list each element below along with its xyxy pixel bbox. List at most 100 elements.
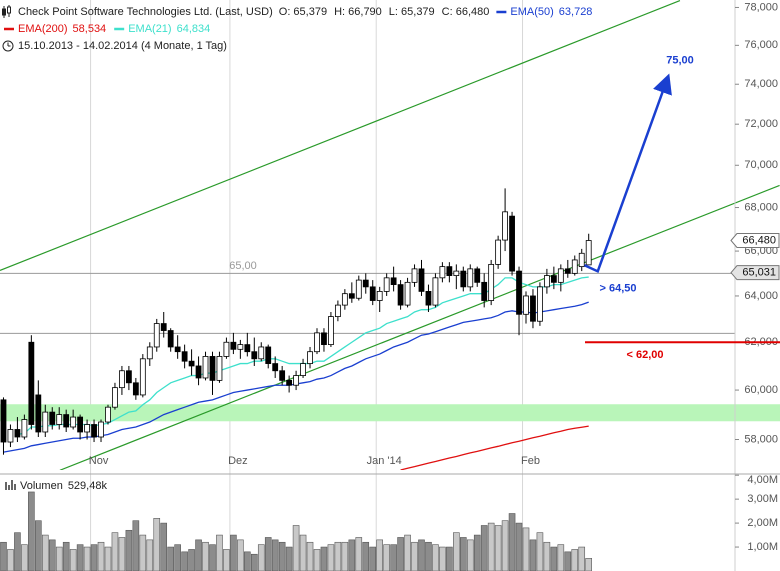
volume-bar [397, 537, 404, 571]
candle-body [460, 270, 467, 288]
volume-bar [327, 544, 335, 571]
volume-bar [564, 551, 572, 571]
projection-arrow [583, 73, 672, 274]
volume-bar [153, 518, 161, 571]
candle-body [160, 323, 167, 331]
candle-body [21, 419, 28, 438]
candle-body [14, 429, 21, 438]
volume-bar [230, 534, 237, 571]
volume-bar [362, 541, 370, 571]
volume-bar [411, 541, 418, 571]
volume-bar [104, 546, 112, 571]
candle-body [334, 304, 341, 318]
candle-body [293, 375, 299, 386]
candle-body [523, 295, 529, 315]
candle-body [328, 316, 334, 346]
volume-bar [97, 541, 105, 571]
legend-value: 63,728 [559, 6, 593, 18]
candle-body [216, 356, 223, 381]
volume-bar [585, 558, 592, 571]
candle-body [467, 268, 474, 288]
legend-value: 58,534 [73, 23, 107, 35]
candle-body [7, 429, 14, 443]
ohlc-label: L: 65,379 [389, 6, 435, 18]
candle-body [139, 358, 146, 396]
volume-bar [257, 544, 265, 571]
volume-bar [299, 534, 307, 571]
y-tick-label: 70,000 [744, 159, 778, 171]
candle-body [49, 411, 56, 425]
candle-body [209, 356, 216, 381]
candle-body [112, 387, 118, 408]
volume-bar [90, 544, 98, 571]
volume-bar [21, 544, 28, 571]
candle-body [418, 268, 425, 292]
candle-body [119, 370, 125, 389]
candle-body [341, 293, 348, 306]
volume-bar [125, 529, 133, 571]
candle-body [453, 270, 460, 276]
candle-body [495, 239, 502, 265]
volume-bar [383, 544, 390, 571]
volume-bar [250, 553, 258, 571]
volume-bar [466, 539, 474, 571]
candle-body [77, 416, 84, 433]
volume-bar [571, 549, 579, 571]
volume-bar [355, 537, 363, 571]
candle-body [272, 363, 279, 372]
volume-bar [390, 544, 397, 571]
volume-bar [334, 541, 342, 571]
candle-body [125, 370, 132, 384]
trendline [0, 0, 681, 271]
annotation: > 64,50 [599, 283, 636, 295]
candle-body [537, 286, 543, 322]
y-tick-label: 74,000 [744, 78, 778, 90]
y-tick-label: 72,000 [744, 118, 778, 130]
candle-body [321, 332, 327, 346]
volume-bar [41, 534, 49, 571]
candle-body [557, 268, 564, 283]
candle-body [181, 351, 188, 362]
candle-body [578, 252, 585, 268]
volume-bar [439, 546, 446, 571]
volume-bar [271, 539, 279, 571]
volume-bar [341, 541, 349, 571]
candle-body [146, 346, 153, 360]
candle-body [265, 346, 272, 364]
price-marker-label: 66,480 [742, 234, 776, 246]
volume-bar [543, 541, 551, 571]
candle-body [530, 295, 536, 322]
volume-bar [62, 541, 70, 571]
volume-bar [167, 546, 174, 571]
candle-body [369, 286, 376, 301]
volume-title: Volumen [20, 480, 63, 492]
volume-bar [69, 549, 77, 571]
volume-bar [278, 541, 286, 571]
candle-body [251, 351, 258, 360]
volume-bar [515, 522, 523, 571]
candle-body [56, 414, 63, 425]
volume-bar [7, 549, 14, 571]
candle-body [84, 424, 90, 433]
volume-bar [285, 546, 293, 571]
volume-bar [202, 541, 209, 571]
price-marker [730, 233, 780, 249]
volume-bar [432, 544, 439, 571]
volume-bar [35, 520, 42, 571]
volume-bar [237, 539, 244, 571]
volume-bar [264, 537, 272, 571]
candle-body [230, 341, 237, 350]
candle-body [174, 346, 181, 353]
volume-bar [28, 491, 35, 571]
candle-body [355, 279, 362, 299]
candle-body [223, 341, 230, 357]
candle-body [300, 363, 306, 376]
volume-bar [195, 539, 202, 571]
volume-bar [313, 549, 321, 571]
volume-bar [369, 546, 377, 571]
candle-body [509, 215, 515, 272]
candle-body [35, 394, 42, 433]
volume-bar [111, 532, 119, 571]
